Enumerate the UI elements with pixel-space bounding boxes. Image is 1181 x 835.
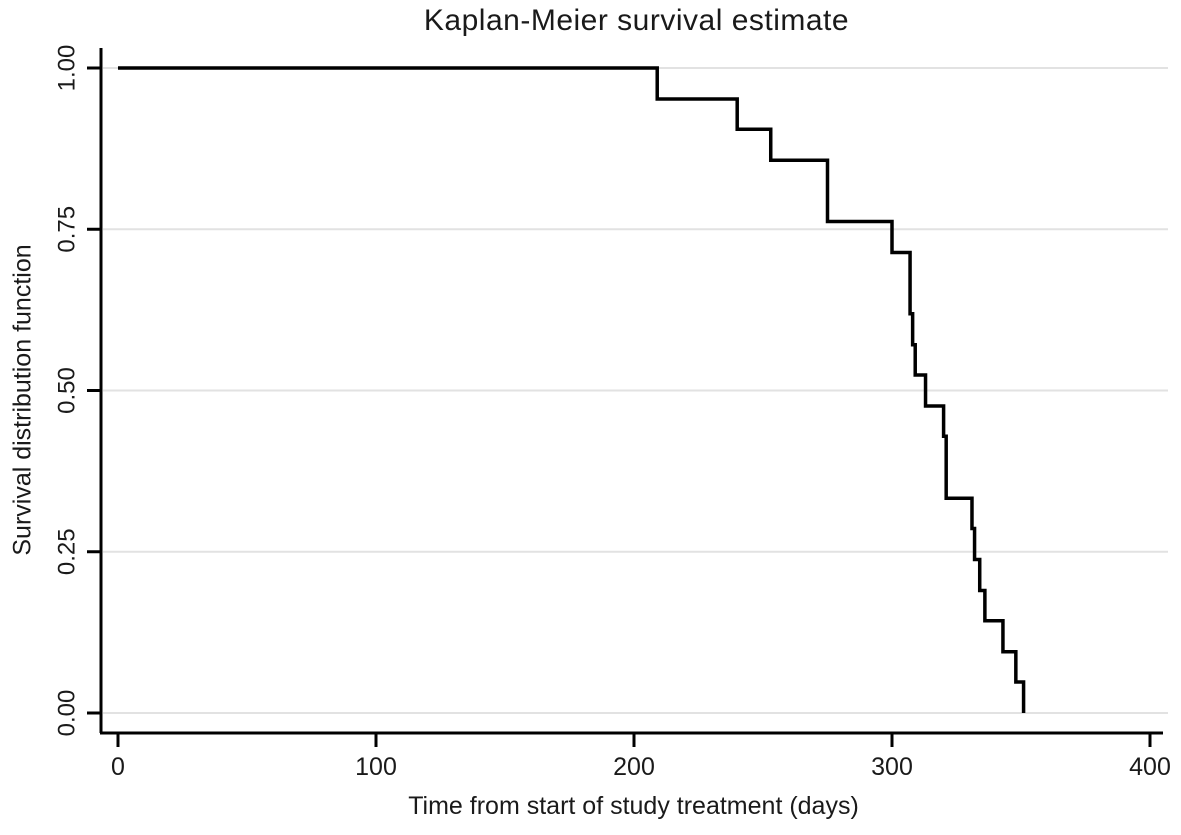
survival-step-curve [118,66,1026,713]
x-axis-label: Time from start of study treatment (days… [408,792,859,820]
x-tick-label: 400 [1129,753,1171,781]
y-tick-label: 0.25 [53,528,80,575]
survival-curve-path [118,66,1026,713]
x-tick-label: 100 [355,753,397,781]
y-tick-label: 1.00 [53,45,80,92]
y-tick-label: 0.00 [53,690,80,737]
x-tick-label: 200 [613,753,655,781]
axis-ticks [87,66,1152,747]
chart-title: Kaplan-Meier survival estimate [423,4,850,37]
axis-tick-labels: 0.00 0.25 0.50 0.75 1.00 0 100 200 300 400 [53,45,1171,781]
x-tick-label: 0 [111,753,125,781]
x-tick-label: 300 [871,753,913,781]
gridlines [103,67,1168,714]
y-tick-label: 0.50 [53,367,80,414]
y-tick-label: 0.75 [53,206,80,253]
